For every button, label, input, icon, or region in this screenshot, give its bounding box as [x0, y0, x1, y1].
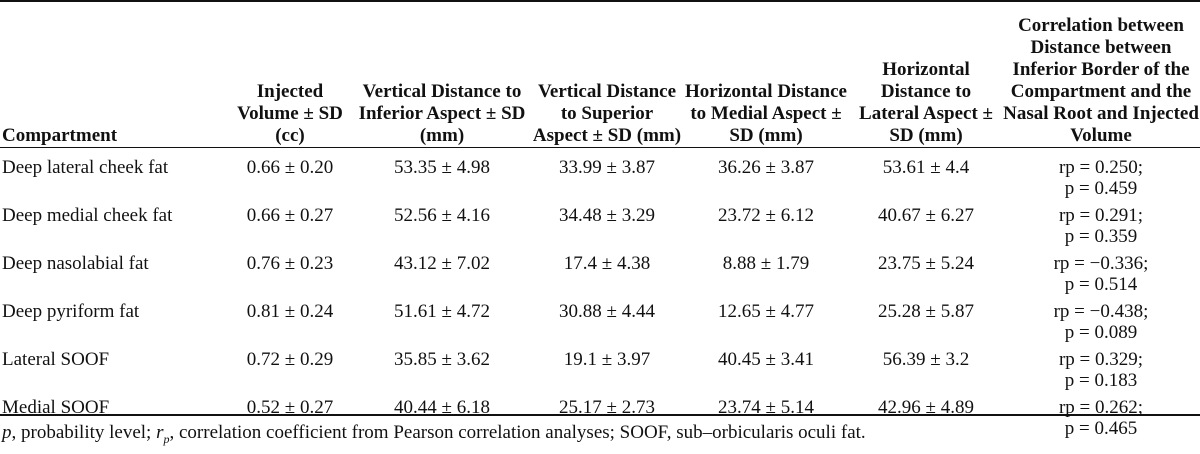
cell-compartment: Deep nasolabial fat [2, 253, 149, 274]
cell-lateral: 25.28 ± 5.87 [878, 301, 974, 322]
cell-inferior: 43.12 ± 7.02 [394, 253, 490, 274]
cell-superior: 19.1 ± 3.97 [563, 349, 651, 370]
header-rule [0, 147, 1200, 148]
header-vertical-superior: Vertical Distance to Superior Aspect ± S… [532, 81, 682, 146]
cell-compartment: Deep lateral cheek fat [2, 157, 169, 178]
cell-inferior: 51.61 ± 4.72 [394, 301, 490, 322]
corr-p: p = 0.183 [1064, 370, 1138, 391]
table-footnote: p, probability level; rp, correlation co… [2, 422, 866, 447]
cell-volume: 0.81 ± 0.24 [246, 301, 334, 322]
corr-r: rp = −0.438; [1053, 301, 1149, 322]
cell-volume: 0.52 ± 0.27 [246, 397, 334, 418]
cell-compartment: Medial SOOF [2, 397, 110, 418]
table-row: Deep pyriform fat 0.81 ± 0.24 51.61 ± 4.… [0, 297, 1200, 345]
table-row: Deep medial cheek fat 0.66 ± 0.27 52.56 … [0, 201, 1200, 249]
cell-superior: 17.4 ± 4.38 [563, 253, 651, 274]
cell-volume: 0.72 ± 0.29 [246, 349, 334, 370]
cell-correlation: rp = −0.438; p = 0.089 [1002, 297, 1200, 345]
cell-volume: 0.76 ± 0.23 [246, 253, 334, 274]
cell-inferior: 53.35 ± 4.98 [394, 157, 490, 178]
corr-r: rp = 0.250; [1058, 157, 1144, 178]
cell-superior: 34.48 ± 3.29 [559, 205, 655, 226]
corr-p: p = 0.465 [1064, 418, 1138, 439]
header-compartment: Compartment [2, 125, 118, 146]
p-definition: , probability level; [11, 422, 157, 443]
cell-compartment: Lateral SOOF [2, 349, 110, 370]
cell-volume: 0.66 ± 0.27 [246, 205, 334, 226]
table-row: Deep lateral cheek fat 0.66 ± 0.20 53.35… [0, 153, 1200, 201]
corr-r: rp = 0.291; [1058, 205, 1144, 226]
corr-r: rp = 0.262; [1058, 397, 1144, 418]
cell-correlation: rp = 0.329; p = 0.183 [1002, 345, 1200, 393]
corr-p: p = 0.514 [1064, 274, 1138, 295]
cell-correlation: rp = −0.336; p = 0.514 [1002, 249, 1200, 297]
table-row: Lateral SOOF 0.72 ± 0.29 35.85 ± 3.62 19… [0, 345, 1200, 393]
cell-medial: 23.74 ± 5.14 [718, 397, 814, 418]
table-row: Deep nasolabial fat 0.76 ± 0.23 43.12 ± … [0, 249, 1200, 297]
bottom-rule [0, 414, 1200, 416]
corr-p: p = 0.089 [1064, 322, 1138, 343]
r-subscript: p [163, 431, 170, 446]
cell-compartment: Deep pyriform fat [2, 301, 140, 322]
r-definition: , correlation coefficient from Pearson c… [169, 422, 866, 443]
cell-inferior: 40.44 ± 6.18 [394, 397, 490, 418]
p-symbol: p [2, 422, 12, 443]
cell-inferior: 35.85 ± 3.62 [394, 349, 490, 370]
cell-medial: 12.65 ± 4.77 [718, 301, 814, 322]
cell-correlation: rp = 0.250; p = 0.459 [1002, 153, 1200, 201]
top-rule [0, 0, 1200, 2]
cell-lateral: 53.61 ± 4.4 [882, 157, 970, 178]
corr-p: p = 0.359 [1064, 226, 1138, 247]
header-horizontal-lateral: Horizontal Distance to Lateral Aspect ± … [859, 59, 993, 146]
cell-correlation: rp = 0.262; p = 0.465 [1002, 393, 1200, 441]
cell-lateral: 23.75 ± 5.24 [878, 253, 974, 274]
r-symbol: r [156, 422, 164, 443]
cell-compartment: Deep medial cheek fat [2, 205, 173, 226]
header-horizontal-medial: Horizontal Distance to Medial Aspect ± S… [684, 81, 847, 146]
cell-lateral: 56.39 ± 3.2 [882, 349, 970, 370]
data-table: Compartment Injected Volume ± SD (cc) Ve… [0, 2, 1200, 441]
corr-r: rp = 0.329; [1058, 349, 1144, 370]
corr-r: rp = −0.336; [1053, 253, 1149, 274]
table-row: Medial SOOF 0.52 ± 0.27 40.44 ± 6.18 25.… [0, 393, 1200, 441]
header-vertical-inferior: Vertical Distance to Inferior Aspect ± S… [358, 81, 526, 146]
corr-p: p = 0.459 [1064, 178, 1138, 199]
header-injected-volume: Injected Volume ± SD (cc) [237, 81, 343, 146]
cell-superior: 33.99 ± 3.87 [559, 157, 655, 178]
cell-lateral: 40.67 ± 6.27 [878, 205, 974, 226]
cell-superior: 30.88 ± 4.44 [559, 301, 655, 322]
cell-correlation: rp = 0.291; p = 0.359 [1002, 201, 1200, 249]
cell-medial: 36.26 ± 3.87 [718, 157, 814, 178]
header-correlation: Correlation between Distance between Inf… [1003, 15, 1199, 146]
cell-medial: 8.88 ± 1.79 [722, 253, 810, 274]
cell-inferior: 52.56 ± 4.16 [394, 205, 490, 226]
cell-lateral: 42.96 ± 4.89 [878, 397, 974, 418]
cell-superior: 25.17 ± 2.73 [559, 397, 655, 418]
header-row: Compartment Injected Volume ± SD (cc) Ve… [0, 2, 1200, 153]
cell-medial: 40.45 ± 3.41 [718, 349, 814, 370]
cell-medial: 23.72 ± 6.12 [718, 205, 814, 226]
cell-volume: 0.66 ± 0.20 [246, 157, 334, 178]
